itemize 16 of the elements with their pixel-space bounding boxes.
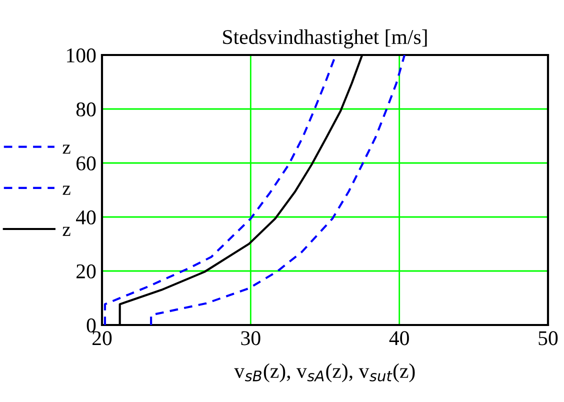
x-tick-label: 40	[389, 331, 409, 346]
chart-title: Stedsvindhastighet [m/s]	[223, 29, 427, 48]
y-tick-label: 40	[76, 210, 96, 224]
y-tick-label: 0	[86, 318, 96, 332]
x-tick-label: 20	[92, 331, 112, 346]
x-tick-label: 50	[538, 331, 558, 346]
y-tick-label: 80	[76, 102, 96, 116]
x-tick-label: 30	[241, 331, 260, 346]
y-tick-label: 100	[67, 48, 96, 62]
y-tick-label: 60	[76, 156, 96, 170]
legend-label: z	[62, 186, 70, 195]
legend-label: z	[62, 226, 70, 236]
x-axis-title: v$_{sB}$(z), v$_{sA}$(z), v$_{sut}$(z)	[234, 363, 415, 382]
legend-label: z	[62, 144, 70, 154]
y-tick-label: 20	[76, 264, 96, 278]
line-series	[150, 55, 406, 325]
